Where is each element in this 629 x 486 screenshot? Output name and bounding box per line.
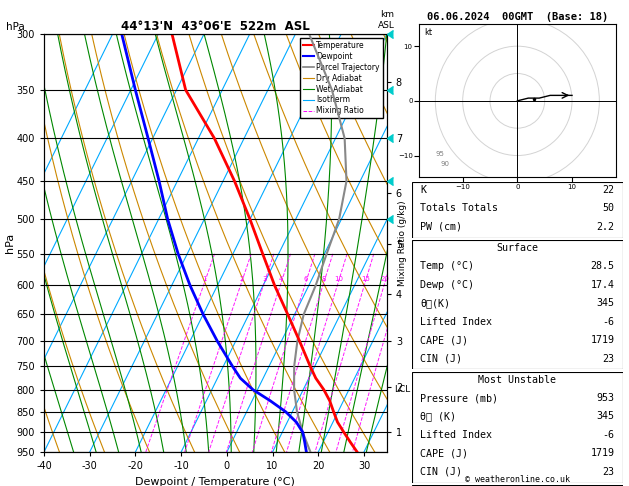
Text: Totals Totals: Totals Totals	[420, 204, 498, 213]
Text: Temp (°C): Temp (°C)	[420, 261, 474, 271]
Text: kt: kt	[425, 28, 433, 37]
Text: 17.4: 17.4	[590, 280, 615, 290]
Text: Surface: Surface	[496, 243, 538, 253]
Y-axis label: hPa: hPa	[5, 233, 15, 253]
Text: K: K	[420, 185, 426, 195]
Text: 6: 6	[304, 277, 308, 282]
Text: 345: 345	[596, 412, 615, 421]
Text: 2: 2	[240, 277, 243, 282]
Text: 15: 15	[361, 277, 370, 282]
Text: 4: 4	[279, 277, 284, 282]
Text: θᴇ(K): θᴇ(K)	[420, 298, 450, 308]
Text: 1: 1	[203, 277, 207, 282]
Title: 44°13'N  43°06'E  522m  ASL: 44°13'N 43°06'E 522m ASL	[121, 20, 310, 33]
Text: CAPE (J): CAPE (J)	[420, 449, 469, 458]
Text: 3: 3	[262, 277, 267, 282]
Text: 50: 50	[603, 204, 615, 213]
Text: -6: -6	[603, 430, 615, 440]
Text: 23: 23	[603, 467, 615, 477]
Text: CIN (J): CIN (J)	[420, 354, 462, 364]
Text: Mixing Ratio (g/kg): Mixing Ratio (g/kg)	[398, 200, 407, 286]
Text: 95: 95	[435, 151, 444, 156]
X-axis label: Dewpoint / Temperature (°C): Dewpoint / Temperature (°C)	[135, 477, 296, 486]
Text: CAPE (J): CAPE (J)	[420, 335, 469, 345]
Text: 22: 22	[603, 185, 615, 195]
Text: 1719: 1719	[590, 335, 615, 345]
Text: 23: 23	[603, 354, 615, 364]
Text: PW (cm): PW (cm)	[420, 222, 462, 232]
Text: 10: 10	[334, 277, 343, 282]
Text: 8: 8	[321, 277, 326, 282]
Text: 953: 953	[596, 393, 615, 403]
Text: LCL: LCL	[394, 385, 410, 394]
Text: hPa: hPa	[6, 21, 25, 32]
Text: 90: 90	[441, 161, 450, 168]
Text: Dewp (°C): Dewp (°C)	[420, 280, 474, 290]
Text: Most Unstable: Most Unstable	[478, 375, 557, 384]
Text: Pressure (mb): Pressure (mb)	[420, 393, 498, 403]
Text: 20: 20	[381, 277, 389, 282]
Text: 06.06.2024  00GMT  (Base: 18): 06.06.2024 00GMT (Base: 18)	[426, 12, 608, 22]
Text: 1719: 1719	[590, 449, 615, 458]
Text: 2.2: 2.2	[596, 222, 615, 232]
Text: Lifted Index: Lifted Index	[420, 317, 493, 327]
Text: -6: -6	[603, 317, 615, 327]
Text: 28.5: 28.5	[590, 261, 615, 271]
Text: Lifted Index: Lifted Index	[420, 430, 493, 440]
Text: 345: 345	[596, 298, 615, 308]
Text: θᴇ (K): θᴇ (K)	[420, 412, 457, 421]
Legend: Temperature, Dewpoint, Parcel Trajectory, Dry Adiabat, Wet Adiabat, Isotherm, Mi: Temperature, Dewpoint, Parcel Trajectory…	[299, 38, 383, 119]
Text: km
ASL: km ASL	[379, 10, 395, 30]
Text: © weatheronline.co.uk: © weatheronline.co.uk	[465, 474, 570, 484]
Text: CIN (J): CIN (J)	[420, 467, 462, 477]
